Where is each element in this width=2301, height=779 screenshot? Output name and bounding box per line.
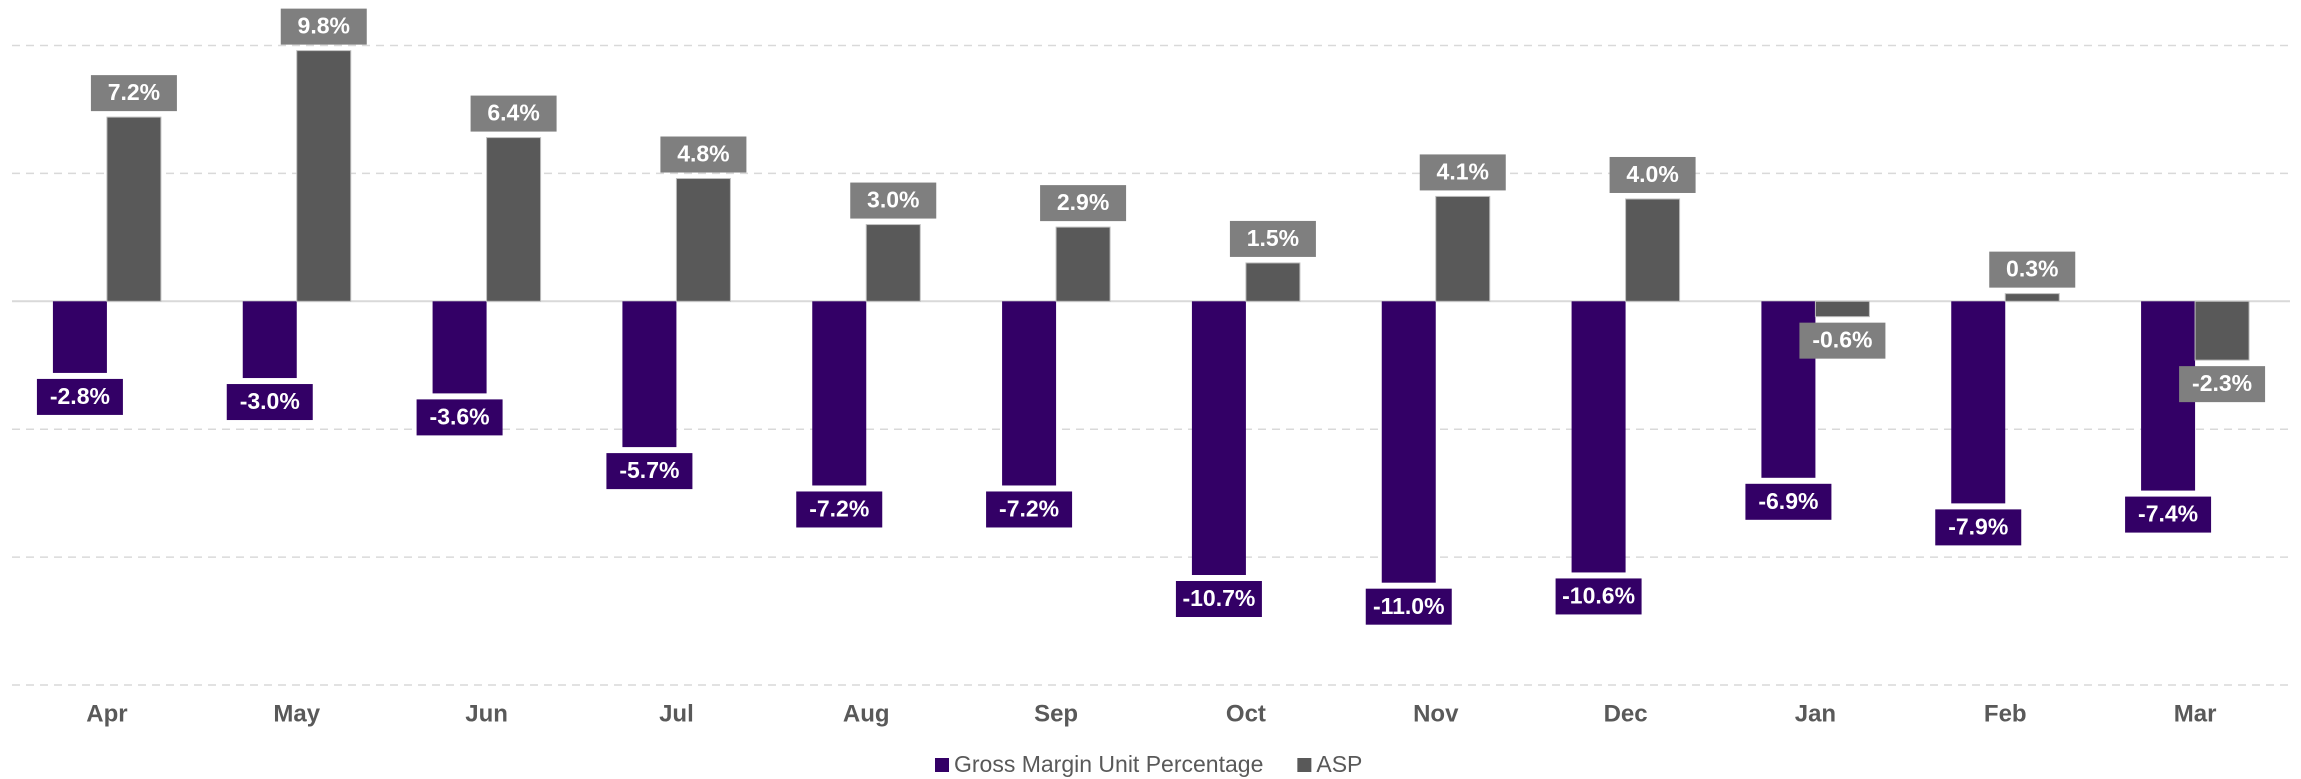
bar — [1625, 198, 1681, 302]
value-label-box — [660, 136, 747, 173]
value-label-box — [1419, 154, 1506, 191]
bar — [1002, 301, 1057, 486]
value-label-box — [1989, 251, 2076, 288]
bar — [1245, 262, 1301, 302]
value-label: 9.8% — [298, 13, 350, 39]
value-label: -7.9% — [1948, 513, 2008, 539]
value-label: -5.7% — [619, 457, 679, 483]
value-label: -3.0% — [240, 388, 300, 414]
value-label: -0.6% — [1812, 327, 1872, 353]
legend-swatch — [935, 758, 949, 772]
value-label-box — [1040, 185, 1127, 222]
value-label-box — [36, 378, 123, 415]
value-label-box — [1745, 483, 1832, 520]
value-label-box — [1365, 588, 1452, 625]
x-tick-label: Feb — [1984, 700, 2027, 727]
value-label-box — [850, 182, 937, 219]
value-label-box — [796, 491, 883, 528]
x-tick-label: Sep — [1034, 700, 1078, 727]
bar — [622, 301, 677, 448]
value-label-box — [226, 384, 313, 421]
x-tick-label: Aug — [843, 700, 890, 727]
bar — [486, 137, 542, 302]
value-label: 6.4% — [487, 100, 539, 126]
value-label-box — [2125, 496, 2212, 533]
value-label-box — [1229, 220, 1316, 257]
value-label: -3.6% — [430, 403, 490, 429]
value-label-box — [2179, 366, 2266, 403]
bar — [106, 116, 162, 302]
value-label: 1.5% — [1247, 225, 1299, 251]
x-tick-label: Mar — [2174, 700, 2217, 727]
value-label-box — [1609, 156, 1696, 193]
value-label: 4.1% — [1437, 159, 1489, 185]
value-label: -6.9% — [1758, 488, 1818, 514]
value-label: 3.0% — [867, 187, 919, 213]
value-label: 4.8% — [677, 141, 729, 167]
value-label: 4.0% — [1626, 161, 1678, 187]
x-tick-label: Dec — [1604, 700, 1648, 727]
value-label: 0.3% — [2006, 256, 2058, 282]
bar — [296, 50, 352, 302]
value-label-box — [1175, 581, 1262, 618]
value-label: -7.2% — [809, 496, 869, 522]
x-tick-label: May — [273, 700, 320, 727]
value-label: 2.9% — [1057, 189, 1109, 215]
x-tick-label: Jun — [465, 700, 508, 727]
bar — [675, 178, 731, 302]
value-label-box — [1799, 322, 1886, 359]
value-label-box — [470, 95, 557, 132]
bar — [1814, 300, 1870, 318]
bar — [865, 224, 921, 302]
bar — [432, 301, 487, 394]
x-tick-label: Jul — [659, 700, 694, 727]
x-tick-label: Jan — [1795, 700, 1836, 727]
x-tick-label: Nov — [1413, 700, 1459, 727]
value-label-box — [986, 491, 1073, 528]
bar — [1055, 226, 1111, 302]
value-label-box — [416, 399, 503, 436]
bar — [1191, 301, 1246, 576]
value-label-box — [90, 75, 177, 112]
bar — [1571, 301, 1626, 573]
value-label-box — [280, 8, 367, 45]
bar — [2194, 300, 2250, 361]
bar — [1381, 301, 1436, 583]
value-label-box — [606, 453, 693, 490]
bar — [1435, 195, 1491, 302]
bar — [52, 301, 107, 373]
value-label: 7.2% — [108, 79, 160, 105]
x-tick-label: Oct — [1226, 700, 1266, 727]
value-label-box — [1935, 509, 2022, 546]
bar — [242, 301, 297, 379]
value-label: -7.2% — [999, 496, 1059, 522]
value-label: -11.0% — [1373, 593, 1445, 619]
bar — [1951, 301, 2006, 504]
legend-label: ASP — [1316, 751, 1362, 777]
value-label: -10.7% — [1182, 585, 1255, 611]
value-label-box — [1555, 578, 1642, 615]
legend-swatch — [1297, 758, 1312, 772]
legend-label: Gross Margin Unit Percentage — [954, 751, 1263, 777]
bar — [2004, 293, 2060, 302]
bar — [812, 301, 867, 486]
x-tick-label: Apr — [86, 700, 127, 727]
value-label: -7.4% — [2138, 501, 2198, 527]
value-label: -10.6% — [1562, 583, 1635, 609]
value-label: -2.3% — [2192, 370, 2252, 396]
value-label: -2.8% — [50, 383, 110, 409]
